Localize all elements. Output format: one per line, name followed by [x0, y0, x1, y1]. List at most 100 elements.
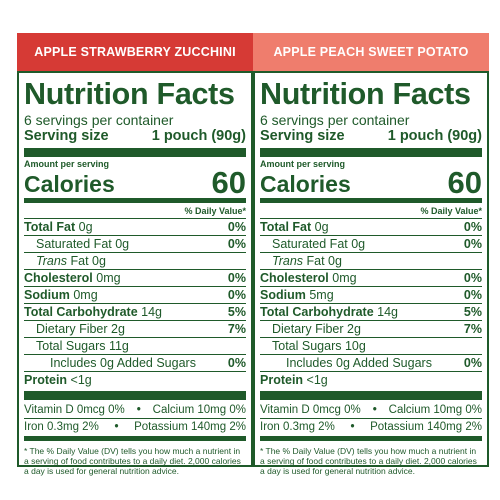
calcium: Calcium 10mg 0% [152, 404, 246, 416]
nutrient-row-sodium: Sodium 0mg 0% [24, 286, 246, 303]
thick-divider [24, 391, 246, 400]
nutrient-dv: 5% [227, 305, 246, 319]
nutrient-label: Protein [24, 373, 68, 387]
nutrient-row-total-fat: Total Fat 0g 0% [260, 218, 482, 235]
nutrient-amount: <1g [70, 373, 92, 387]
nutrition-panel-apple-peach-sweet-potato: APPLE PEACH SWEET POTATO Nutrition Facts… [253, 33, 489, 476]
nutrient-label: Dietary Fiber 2g [36, 322, 125, 336]
thick-divider [24, 148, 246, 157]
nutrient-row-cholesterol: Cholesterol 0mg 0% [260, 269, 482, 286]
bullet: • [350, 421, 355, 433]
potassium: Potassium 140mg 2% [134, 421, 246, 433]
servings-per-container: 6 servings per container [24, 112, 174, 128]
nutrient-label: Saturated Fat 0g [36, 237, 130, 251]
nutrient-row-saturated-fat: Saturated Fat 0g 0% [260, 235, 482, 252]
nutrient-label: Total Carbohydrate [24, 305, 138, 319]
calories-row: Calories 60 [260, 165, 482, 200]
nutrient-amount: 14g [141, 305, 163, 319]
vitamin-row-2: Iron 0.3mg 2% • Potassium 140mg 2% [260, 418, 482, 435]
nutrient-amount: 0g [314, 220, 329, 234]
medium-divider [24, 198, 246, 203]
calories-label: Calories [24, 171, 115, 197]
serving-size-value: 1 pouch (90g) [151, 128, 246, 144]
nutrient-row-dietary-fiber: Dietary Fiber 2g 7% [24, 320, 246, 337]
serving-size-label: Serving size [260, 128, 345, 144]
iron: Iron 0.3mg 2% [24, 421, 99, 433]
nutrient-row-cholesterol: Cholesterol 0mg 0% [24, 269, 246, 286]
thick-divider [260, 148, 482, 157]
bullet: • [372, 404, 377, 416]
nutrient-dv: 0% [227, 220, 246, 234]
nutrient-label: Total Fat [260, 220, 312, 234]
daily-value-footnote: * The % Daily Value (DV) tells you how m… [260, 446, 477, 476]
medium-divider [260, 436, 482, 441]
daily-value-footnote: * The % Daily Value (DV) tells you how m… [24, 446, 241, 476]
calories-value: 60 [211, 165, 246, 200]
calories-value: 60 [447, 165, 482, 200]
nutrient-label: Trans [272, 254, 304, 268]
nutrient-dv: 0% [463, 220, 482, 234]
vitamin-d: Vitamin D 0mcg 0% [24, 404, 125, 416]
nutrient-amount: 0mg [73, 288, 98, 302]
calories-label: Calories [260, 171, 351, 197]
nutrient-row-added-sugars: Includes 0g Added Sugars 0% [260, 354, 482, 371]
nutrient-amount: 0mg [96, 271, 121, 285]
nutrient-row-protein: Protein <1g [260, 371, 482, 388]
iron: Iron 0.3mg 2% [260, 421, 335, 433]
serving-size-value: 1 pouch (90g) [387, 128, 482, 144]
nutrient-row-saturated-fat: Saturated Fat 0g 0% [24, 235, 246, 252]
medium-divider [24, 436, 246, 441]
servings-per-container: 6 servings per container [260, 112, 410, 128]
nutrient-amount: Fat 0g [70, 254, 106, 268]
nutrient-dv: 0% [227, 356, 246, 370]
nutrient-label: Cholesterol [260, 271, 329, 285]
vitamin-row-2: Iron 0.3mg 2% • Potassium 140mg 2% [24, 418, 246, 435]
daily-value-header: % Daily Value* [184, 206, 246, 216]
nutrient-label: Sodium [24, 288, 70, 302]
nutrient-row-total-fat: Total Fat 0g 0% [24, 218, 246, 235]
nutrient-dv: 0% [227, 288, 246, 302]
nutrient-label: Total Fat [24, 220, 76, 234]
calcium: Calcium 10mg 0% [388, 404, 482, 416]
nutrient-row-trans-fat: Trans Fat 0g [260, 252, 482, 269]
nutrient-dv: 0% [227, 271, 246, 285]
nutrition-facts-title: Nutrition Facts [260, 77, 471, 111]
nutrient-dv: 0% [463, 288, 482, 302]
serving-size-label: Serving size [24, 128, 109, 144]
nutrient-row-total-carbohydrate: Total Carbohydrate 14g 5% [260, 303, 482, 320]
nutrient-label: Protein [260, 373, 304, 387]
nutrient-amount: 14g [377, 305, 399, 319]
nutrient-label: Total Sugars 11g [36, 339, 129, 353]
nutrient-amount: 0g [78, 220, 93, 234]
nutrient-label: Includes 0g Added Sugars [50, 356, 196, 370]
nutrient-label: Total Carbohydrate [260, 305, 374, 319]
nutrient-row-total-sugars: Total Sugars 10g [260, 337, 482, 354]
nutrient-label: Trans [36, 254, 68, 268]
calories-row: Calories 60 [24, 165, 246, 200]
nutrient-dv: 0% [463, 356, 482, 370]
thick-divider [260, 391, 482, 400]
amount-per-serving: Amount per serving [260, 159, 346, 169]
nutrient-row-added-sugars: Includes 0g Added Sugars 0% [24, 354, 246, 371]
nutrient-label: Sodium [260, 288, 306, 302]
nutrient-amount: Fat 0g [306, 254, 342, 268]
vitamin-row-1: Vitamin D 0mcg 0% • Calcium 10mg 0% [24, 402, 246, 418]
nutrient-label: Cholesterol [24, 271, 93, 285]
flavor-banner: APPLE PEACH SWEET POTATO [253, 33, 489, 71]
bullet: • [114, 421, 119, 433]
nutrient-dv: 0% [463, 271, 482, 285]
nutrient-row-sodium: Sodium 5mg 0% [260, 286, 482, 303]
bullet: • [136, 404, 141, 416]
nutrient-row-total-carbohydrate: Total Carbohydrate 14g 5% [24, 303, 246, 320]
medium-divider [260, 198, 482, 203]
serving-size-row: Serving size 1 pouch (90g) [24, 128, 246, 145]
nutrient-row-total-sugars: Total Sugars 11g [24, 337, 246, 354]
nutrition-facts-label: Nutrition Facts 6 servings per container… [17, 71, 253, 476]
amount-per-serving: Amount per serving [24, 159, 110, 169]
daily-value-header: % Daily Value* [420, 206, 482, 216]
vitamin-d: Vitamin D 0mcg 0% [260, 404, 361, 416]
nutrient-label: Saturated Fat 0g [272, 237, 366, 251]
potassium: Potassium 140mg 2% [370, 421, 482, 433]
serving-size-row: Serving size 1 pouch (90g) [260, 128, 482, 145]
nutrient-dv: 7% [463, 322, 482, 336]
